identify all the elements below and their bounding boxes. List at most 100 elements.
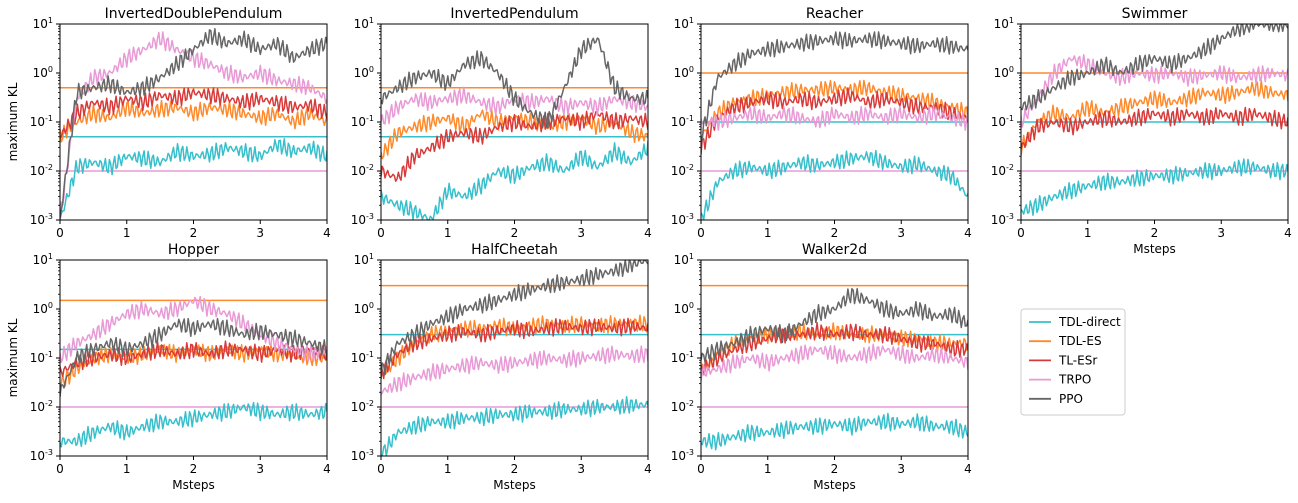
series-line-ppo xyxy=(1021,24,1288,111)
panel-title: HalfCheetah xyxy=(471,242,558,258)
y-tick-label: 101 xyxy=(33,16,53,31)
series-line-tl-esr xyxy=(381,110,648,182)
x-tick-label: 2 xyxy=(190,226,198,240)
x-tick-label: 1 xyxy=(764,462,772,476)
x-tick-label: 0 xyxy=(377,226,385,240)
x-tick-label: 3 xyxy=(256,226,264,240)
plot-area xyxy=(701,284,968,451)
legend-item-tl-esr: TL-ESr xyxy=(1029,353,1097,367)
x-tick-label: 2 xyxy=(831,226,839,240)
plot-area xyxy=(701,31,968,220)
panel-hopper: Hopper 0 1 2 3 4 10-3 10-2 10-1 100 101 Msteps maxim… xyxy=(6,242,331,492)
series-line-trpo xyxy=(60,31,327,220)
y-tick-label: 10-1 xyxy=(30,114,53,129)
legend-item-tdl-direct: TDL-direct xyxy=(1029,315,1121,329)
y-tick-label: 10-2 xyxy=(351,399,374,414)
x-tick-label: 1 xyxy=(123,226,131,240)
y-tick-label: 10-1 xyxy=(671,114,694,129)
series-line-tdl-direct xyxy=(701,412,968,451)
x-tick-label: 0 xyxy=(56,226,64,240)
series-line-tdl-direct xyxy=(60,401,327,448)
panel-title: Swimmer xyxy=(1122,6,1188,22)
x-tick-label: 3 xyxy=(1217,226,1225,240)
plot-area xyxy=(60,27,327,220)
x-tick-label: 3 xyxy=(897,462,905,476)
legend-item-ppo: PPO xyxy=(1029,392,1083,406)
x-tick-label: 4 xyxy=(1284,226,1292,240)
panel-title: Reacher xyxy=(806,6,863,22)
series-line-tl-esr xyxy=(701,87,968,155)
x-tick-label: 1 xyxy=(444,226,452,240)
y-tick-label: 100 xyxy=(994,65,1014,80)
x-axis-label: Msteps xyxy=(1133,242,1176,256)
x-tick-label: 0 xyxy=(1017,226,1025,240)
panel-title: Walker2d xyxy=(802,242,867,258)
x-tick-label: 3 xyxy=(577,226,585,240)
series-line-tdl-es xyxy=(60,343,327,390)
x-tick-label: 3 xyxy=(897,226,905,240)
x-tick-label: 2 xyxy=(831,462,839,476)
y-tick-label: 10-3 xyxy=(30,448,53,463)
legend: TDL-direct TDL-ES TL-ESr TRPO PPO xyxy=(1020,308,1126,416)
series-line-tl-esr xyxy=(701,322,968,373)
panel-title: InvertedPendulum xyxy=(450,6,578,22)
y-tick-label: 101 xyxy=(33,252,53,267)
x-tick-label: 1 xyxy=(764,226,772,240)
y-tick-label: 100 xyxy=(354,301,374,316)
y-tick-label: 10-2 xyxy=(30,163,53,178)
x-tick-label: 0 xyxy=(377,462,385,476)
series-line-tdl-direct xyxy=(381,396,648,456)
y-tick-label: 101 xyxy=(354,252,374,267)
series-line-tdl-direct xyxy=(701,149,968,220)
x-tick-label: 3 xyxy=(577,462,585,476)
y-tick-label: 101 xyxy=(674,16,694,31)
y-tick-label: 101 xyxy=(354,16,374,31)
series-line-tdl-es xyxy=(60,99,327,143)
panel-swimmer: Swimmer 0 1 2 3 4 10-3 10-2 10-1 100 101 Msteps xyxy=(991,6,1292,256)
y-tick-label: 10-1 xyxy=(671,350,694,365)
series-line-trpo xyxy=(60,295,327,364)
series-line-trpo xyxy=(701,105,968,131)
y-tick-label: 100 xyxy=(33,65,53,80)
x-tick-label: 0 xyxy=(697,226,705,240)
series-line-tl-esr xyxy=(1021,106,1288,149)
y-tick-label: 10-2 xyxy=(671,163,694,178)
series-line-ppo xyxy=(701,287,968,363)
panel-title: InvertedDoublePendulum xyxy=(105,6,283,22)
series-line-ppo xyxy=(60,317,327,397)
x-tick-label: 1 xyxy=(123,462,131,476)
x-axis-label: Msteps xyxy=(813,478,856,492)
legend-item-trpo: TRPO xyxy=(1029,373,1091,387)
x-tick-label: 4 xyxy=(323,226,331,240)
series-line-ppo xyxy=(60,27,327,219)
y-tick-label: 10-3 xyxy=(351,448,374,463)
series-line-ppo xyxy=(381,260,648,380)
legend-label: TDL-ES xyxy=(1058,334,1102,348)
y-tick-label: 10-2 xyxy=(671,399,694,414)
panel-invertedpendulum: InvertedPendulum 0 1 2 3 4 10-3 10-2 10-1 100 101 xyxy=(351,6,652,240)
plot-area xyxy=(60,295,327,448)
y-tick-label: 10-1 xyxy=(351,350,374,365)
y-tick-label: 100 xyxy=(674,65,694,80)
legend-label: TRPO xyxy=(1058,373,1091,387)
y-tick-label: 10-2 xyxy=(991,163,1014,178)
x-tick-label: 1 xyxy=(444,462,452,476)
x-tick-label: 1 xyxy=(1084,226,1092,240)
legend-label: TDL-direct xyxy=(1058,315,1121,329)
x-tick-label: 2 xyxy=(511,462,519,476)
x-tick-label: 2 xyxy=(1151,226,1159,240)
series-line-tdl-direct xyxy=(1021,158,1288,216)
series-line-trpo xyxy=(1021,53,1288,128)
panel-halfcheetah: HalfCheetah 0 1 2 3 4 10-3 10-2 10-1 100 101 Msteps xyxy=(351,242,652,492)
legend-item-tdl-es: TDL-ES xyxy=(1029,334,1102,348)
y-tick-label: 10-3 xyxy=(351,212,374,227)
x-axis-label: Msteps xyxy=(493,478,536,492)
plot-area xyxy=(381,37,648,220)
panel-reacher: Reacher 0 1 2 3 4 10-3 10-2 10-1 100 101 xyxy=(671,6,972,240)
y-tick-label: 10-1 xyxy=(351,114,374,129)
x-axis-label: Msteps xyxy=(172,478,215,492)
series-line-ppo xyxy=(701,31,968,141)
legend-box xyxy=(1020,308,1126,416)
x-tick-label: 0 xyxy=(56,462,64,476)
